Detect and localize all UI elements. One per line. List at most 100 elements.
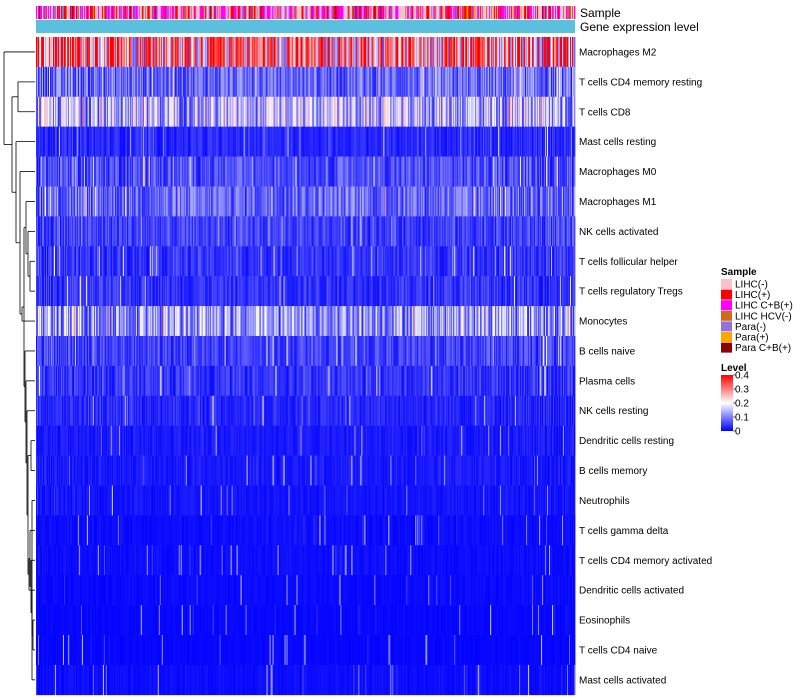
heatmap-cell	[393, 96, 395, 127]
heatmap-cell	[38, 186, 40, 217]
sample-anno-cell	[134, 6, 137, 19]
heatmap-cell	[93, 156, 96, 187]
heatmap-cell	[271, 66, 273, 98]
sample-anno-cell	[115, 6, 118, 19]
heatmap-cell	[521, 66, 523, 98]
sample-anno-cell	[376, 6, 378, 19]
heatmap-cell	[67, 126, 70, 157]
heatmap-cell	[414, 37, 416, 68]
heatmap-cell	[378, 96, 380, 127]
heatmap-cell	[493, 126, 495, 157]
heatmap-cell	[314, 126, 316, 157]
heatmap-cell	[185, 126, 188, 157]
heatmap-cell	[407, 66, 409, 98]
heatmap-cell	[73, 126, 76, 157]
heatmap-cell	[545, 96, 547, 127]
heatmap-cell	[303, 126, 305, 157]
heatmap-cell	[539, 126, 541, 157]
heatmap-cell	[451, 156, 453, 187]
heatmap-cell	[344, 126, 346, 157]
heatmap-cell	[554, 37, 556, 68]
heatmap-cell	[259, 37, 261, 68]
sample-anno-cell	[219, 6, 222, 19]
heatmap-cell	[487, 96, 489, 127]
heatmap-cell	[324, 37, 326, 68]
sample-anno-cell	[294, 6, 296, 19]
sample-anno-cell	[210, 6, 213, 19]
heatmap-cell	[204, 126, 207, 157]
heatmap-cell	[342, 156, 344, 187]
sample-anno-cell	[211, 6, 214, 19]
heatmap-cell	[63, 37, 66, 68]
heatmap-cell	[230, 66, 233, 98]
heatmap-cell	[73, 96, 76, 127]
heatmap-cell	[261, 96, 263, 127]
heatmap-cell	[45, 126, 48, 157]
sample-anno-cell	[261, 6, 263, 19]
heatmap-cell	[211, 66, 214, 98]
heatmap-cell	[146, 66, 149, 98]
heatmap-cell	[102, 66, 105, 98]
sample-anno-cell	[250, 6, 252, 19]
heatmap-cell	[281, 66, 283, 98]
heatmap-cell	[495, 126, 497, 157]
heatmap-cell	[432, 156, 434, 187]
heatmap-cell	[223, 126, 226, 157]
heatmap-cell	[193, 66, 196, 98]
heatmap-cell	[526, 66, 528, 98]
heatmap-cell	[360, 66, 362, 98]
heatmap-cell	[462, 66, 464, 98]
heatmap-cell	[345, 126, 347, 157]
heatmap-cell	[81, 186, 84, 217]
heatmap-cell	[178, 156, 181, 187]
heatmap-cell	[426, 126, 428, 157]
heatmap-cell	[116, 37, 119, 68]
sample-anno-cell	[298, 6, 300, 19]
heatmap-cell	[181, 37, 184, 68]
sample-anno-cell	[140, 6, 143, 19]
heatmap-cell	[199, 126, 202, 157]
heatmap-cell	[95, 156, 98, 187]
sample-anno-cell	[110, 6, 113, 19]
heatmap-cell	[148, 66, 151, 98]
heatmap-cell	[256, 126, 258, 157]
heatmap-cell	[400, 126, 402, 157]
heatmap-cell	[360, 126, 362, 157]
heatmap-cell	[291, 156, 293, 187]
heatmap-cell	[278, 126, 280, 157]
heatmap-cell	[422, 66, 424, 98]
heatmap-cell	[223, 156, 226, 187]
sample-anno-cell	[221, 6, 224, 19]
heatmap-cell	[397, 37, 399, 68]
heatmap-cell	[513, 37, 515, 68]
heatmap-cell	[298, 126, 300, 157]
heatmap-cell	[87, 66, 90, 98]
heatmap-cell	[150, 126, 153, 157]
heatmap-cell	[472, 126, 474, 157]
heatmap-cell	[446, 96, 448, 127]
heatmap-cell	[500, 66, 502, 98]
heatmap-cell	[404, 126, 406, 157]
heatmap-cell	[547, 126, 549, 157]
heatmap-cell	[93, 37, 96, 68]
heatmap-cell	[444, 66, 446, 98]
heatmap-cell	[530, 96, 532, 127]
heatmap-cell	[80, 96, 83, 127]
heatmap-cell	[129, 156, 132, 187]
heatmap-cell	[387, 96, 389, 127]
heatmap-cell	[82, 156, 85, 187]
sample-anno-cell	[488, 6, 490, 19]
sample-anno-cell	[435, 6, 437, 19]
heatmap-cell	[37, 96, 39, 127]
sample-anno-cell	[277, 6, 279, 19]
heatmap-cell	[463, 96, 465, 127]
heatmap-cell	[409, 37, 411, 68]
heatmap-cell	[370, 126, 372, 157]
heatmap-cell	[335, 156, 337, 187]
heatmap-cell	[222, 126, 225, 157]
heatmap-cell	[166, 186, 169, 217]
heatmap-cell	[537, 156, 539, 187]
heatmap-cell	[475, 156, 477, 187]
heatmap-cell	[491, 37, 493, 68]
heatmap-cell	[173, 156, 176, 187]
